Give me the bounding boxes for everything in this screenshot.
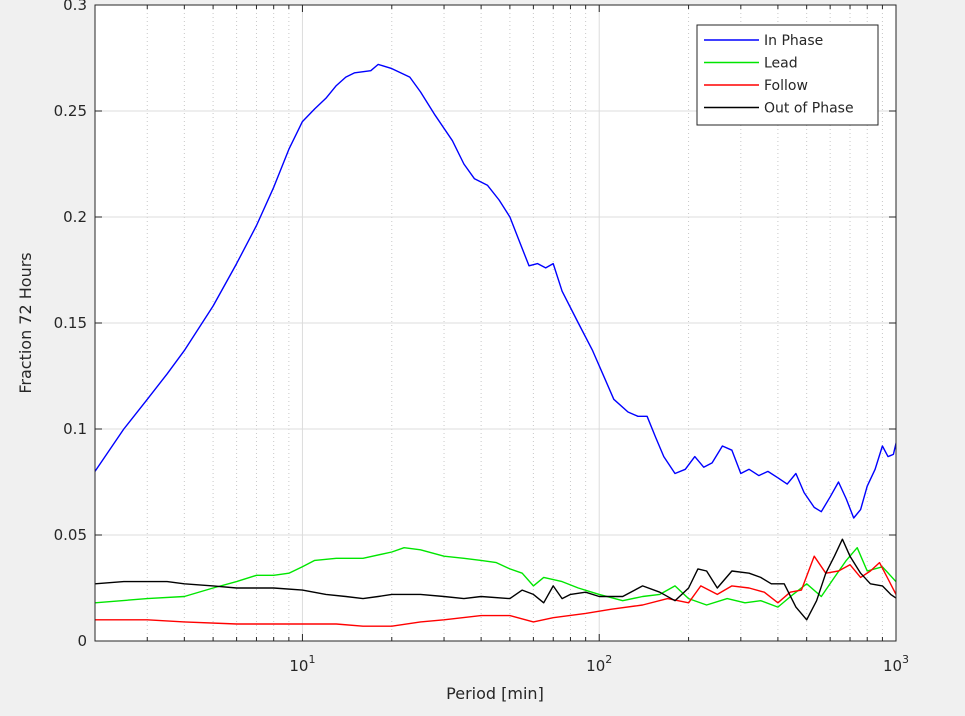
x-tick-label: 102 [586, 653, 612, 675]
x-tick-label: 103 [883, 653, 909, 675]
x-tick-label: 101 [289, 653, 315, 675]
series-line-lead [95, 547, 896, 608]
x-tick-labels: 101 102 103 [289, 653, 909, 675]
series-layer [95, 63, 896, 627]
y-tick-label: 0.25 [54, 102, 87, 120]
y-tick-label: 0.05 [54, 526, 87, 544]
series-line-follow [95, 555, 896, 627]
y-tick-label: 0.15 [54, 314, 87, 332]
x-axis-label: Period [min] [446, 684, 544, 703]
y-tick-label: 0.3 [63, 0, 87, 14]
legend-box [696, 24, 879, 126]
legend-label-in-phase: In Phase [764, 33, 823, 49]
legend-label-follow: Follow [764, 78, 808, 94]
series-line-out-of-phase [95, 538, 896, 621]
legend-label-lead: Lead [764, 56, 798, 72]
legend: In Phase Lead Follow Out of Phase [696, 24, 879, 126]
y-tick-labels: 0 0.05 0.1 0.15 0.2 0.25 0.3 [54, 0, 87, 650]
series-line-in-phase [95, 63, 896, 519]
y-tick-label: 0 [77, 632, 87, 650]
y-tick-label: 0.2 [63, 208, 87, 226]
axis-ticks [95, 4, 897, 642]
legend-label-out-of-phase: Out of Phase [764, 101, 854, 117]
y-tick-label: 0.1 [63, 420, 87, 438]
y-axis-label: Fraction 72 Hours [16, 252, 35, 393]
